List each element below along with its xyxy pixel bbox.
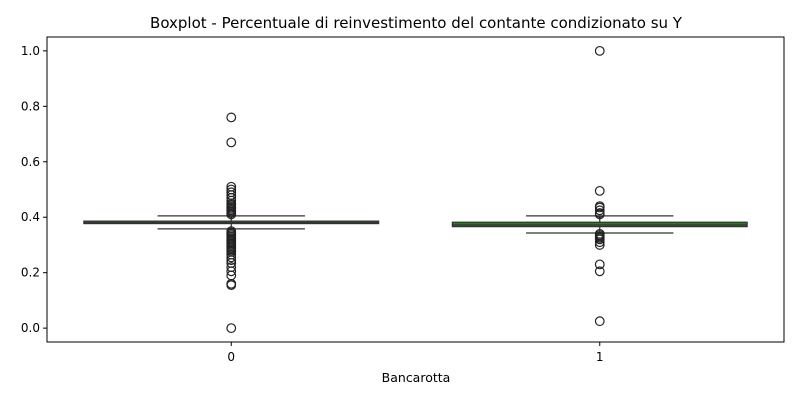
x-axis-label: Bancarotta <box>382 370 451 385</box>
outlier-point <box>594 205 605 216</box>
x-tick-label: 1 <box>596 350 604 364</box>
y-tick-label: 0.4 <box>21 210 40 224</box>
y-tick-label: 0.2 <box>21 266 40 280</box>
chart-title: Boxplot - Percentuale di reinvestimento … <box>150 14 683 32</box>
box-group-0 <box>83 112 380 334</box>
outlier-point <box>594 316 605 327</box>
outlier-point <box>226 137 237 148</box>
outlier-point <box>594 201 605 212</box>
outlier-point <box>594 185 605 196</box>
y-tick-label: 1.0 <box>21 44 40 58</box>
outlier-point <box>226 184 237 195</box>
outlier-point <box>226 187 237 198</box>
outlier-point <box>594 45 605 56</box>
outlier-point <box>594 259 605 270</box>
outlier-point <box>226 226 237 236</box>
outlier-point <box>226 112 237 123</box>
plot-area-frame <box>46 36 785 343</box>
outlier-point <box>226 181 237 192</box>
x-tick-label: 0 <box>227 350 235 364</box>
outlier-point <box>226 323 237 334</box>
outlier-point <box>594 228 605 239</box>
outlier-point <box>226 262 237 273</box>
boxes <box>83 45 748 334</box>
y-tick-label: 0.8 <box>21 99 40 113</box>
box-group-1 <box>451 45 748 327</box>
y-tick-label: 0.0 <box>21 321 40 335</box>
outlier-point <box>594 208 605 218</box>
y-tick-label: 0.6 <box>21 155 40 169</box>
y-axis: 0.0 0.2 0.4 0.6 0.8 1.0 <box>21 44 47 335</box>
outlier-point <box>594 266 605 277</box>
